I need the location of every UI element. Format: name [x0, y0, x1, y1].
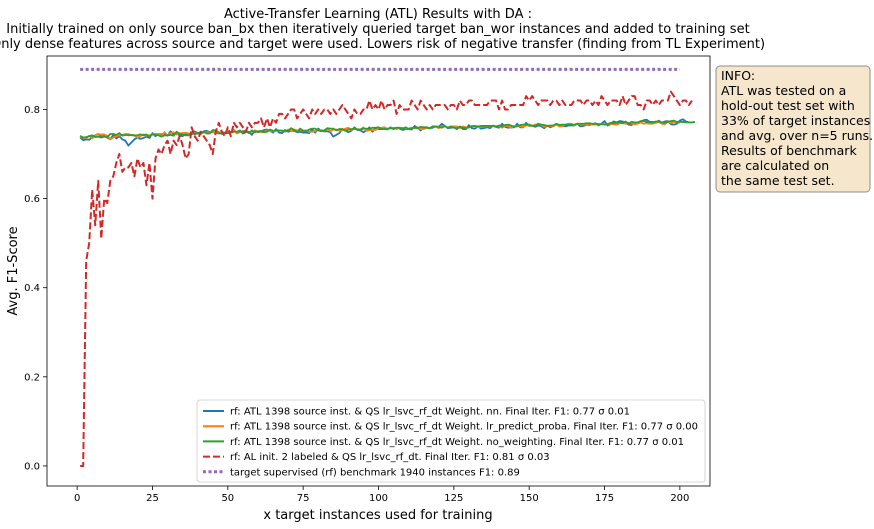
legend-label-4: rf: AL init. 2 labeled & QS lr_lsvc_rf_d… [230, 452, 550, 463]
x-tick-label: 100 [369, 493, 388, 504]
info-box-line-6: Results of benchmark [721, 143, 857, 158]
y-tick-label: 0.8 [24, 105, 40, 116]
y-axis-label: Avg. F1-Score [6, 226, 21, 315]
y-axis: 0.0 0.2 0.4 0.6 0.8 [24, 105, 47, 472]
x-tick-label: 25 [146, 493, 159, 504]
info-box-line-3: hold-out test set with [721, 98, 855, 113]
x-tick-label: 0 [74, 493, 80, 504]
info-box-line-2: ATL was tested on a [721, 83, 846, 98]
info-box-line-8: the same test set. [721, 173, 835, 188]
x-tick-label: 50 [221, 493, 234, 504]
chart-title-line-1: Active-Transfer Learning (ATL) Results w… [224, 7, 532, 22]
legend-label-1: rf: ATL 1398 source inst. & QS lr_lsvc_r… [230, 407, 630, 418]
y-tick-label: 0.0 [24, 461, 40, 472]
chart-title-line-3: Only dense features across source and ta… [0, 37, 765, 52]
info-box-line-5: and avg. over n=5 runs. [721, 128, 873, 143]
x-axis-label: x target instances used for training [263, 508, 492, 523]
series-line-3 [79, 119, 696, 139]
legend: rf: ATL 1398 source inst. & QS lr_lsvc_r… [196, 399, 706, 483]
x-tick-label: 125 [444, 493, 463, 504]
info-box-frame [715, 65, 871, 193]
x-axis: 0 25 50 75 100 125 150 175 200 [74, 486, 689, 504]
y-tick-label: 0.4 [24, 283, 40, 294]
legend-label-3: rf: ATL 1398 source inst. & QS lr_lsvc_r… [230, 437, 684, 448]
series-line-4 [80, 90, 693, 467]
legend-frame [196, 399, 706, 483]
y-tick-label: 0.2 [24, 372, 40, 383]
chart-title: Active-Transfer Learning (ATL) Results w… [0, 7, 765, 52]
info-box-line-4: 33% of target instances [721, 113, 870, 128]
x-tick-label: 200 [670, 493, 689, 504]
legend-label-5: target supervised (rf) benchmark 1940 in… [230, 467, 520, 478]
info-box-line-1: INFO: [721, 68, 755, 83]
x-tick-label: 75 [297, 493, 310, 504]
legend-label-2: rf: ATL 1398 source inst. & QS lr_lsvc_r… [230, 422, 698, 433]
y-tick-label: 0.6 [24, 194, 40, 205]
info-box-line-7: are calculated on [721, 158, 829, 173]
series-layer [79, 67, 696, 467]
chart-title-line-2: Initially trained on only source ban_bx … [6, 22, 749, 37]
x-tick-label: 150 [520, 493, 539, 504]
x-tick-label: 175 [595, 493, 614, 504]
